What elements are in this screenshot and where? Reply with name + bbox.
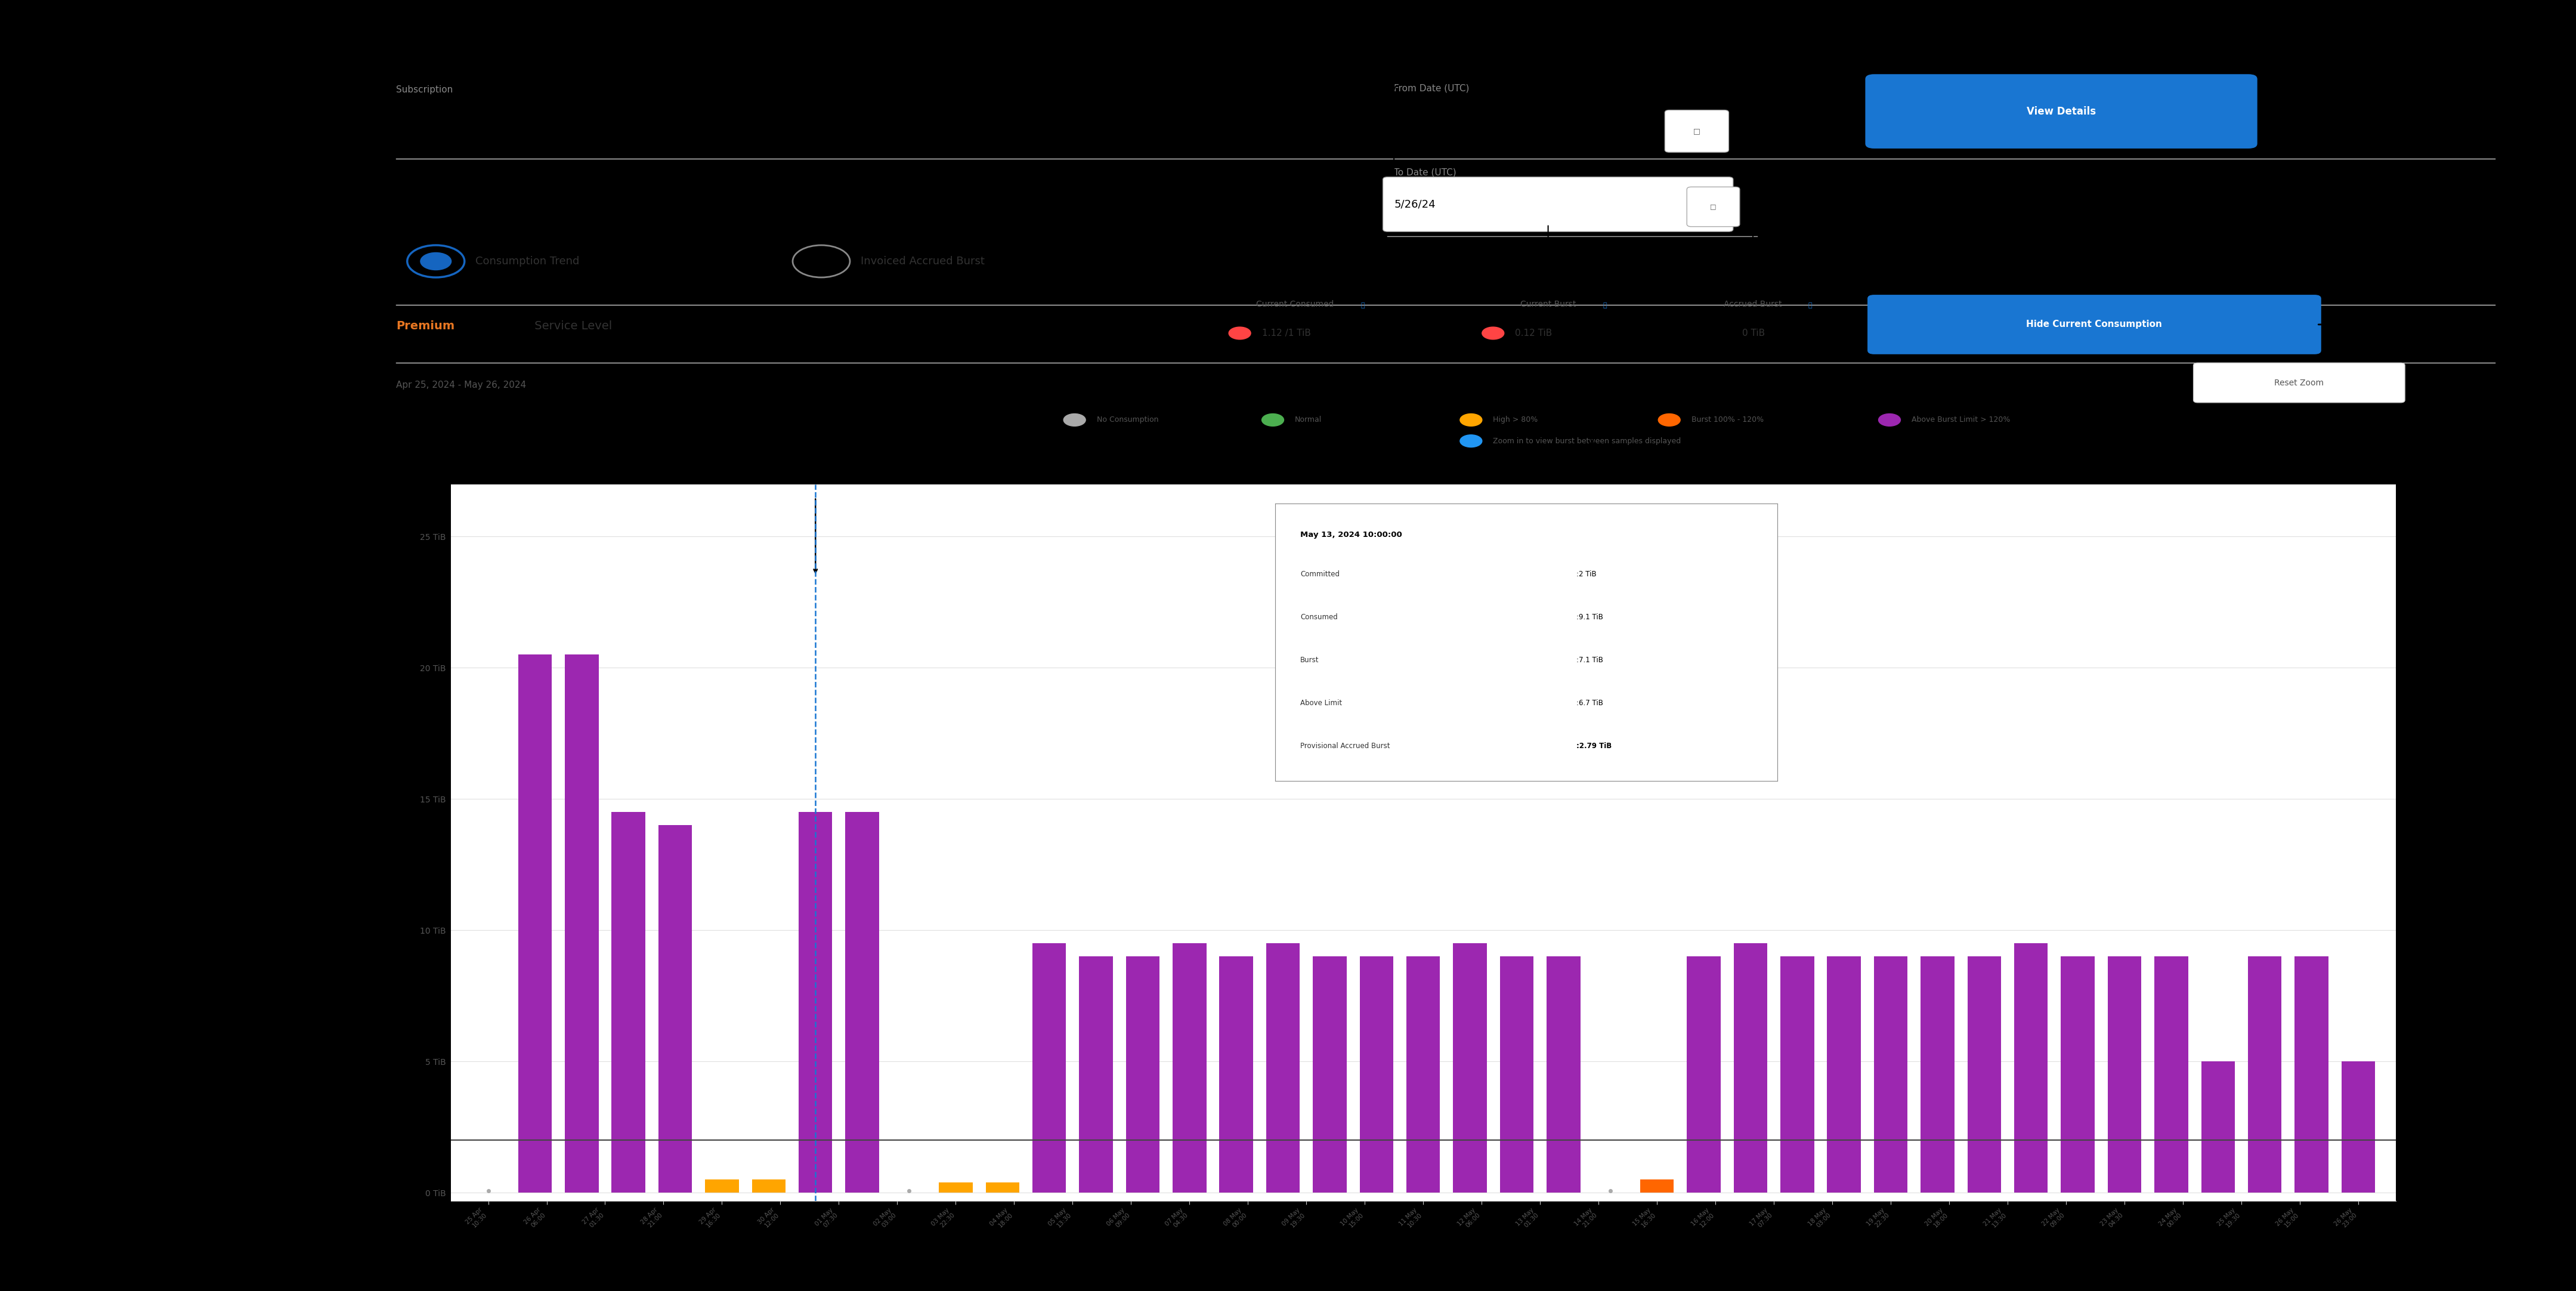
Circle shape (1481, 327, 1504, 340)
Text: ⓘ: ⓘ (1360, 302, 1365, 309)
Text: Premium: Premium (397, 320, 456, 332)
Bar (1826, 957, 1860, 1193)
Text: Reset Zoom: Reset Zoom (2275, 378, 2324, 387)
Bar (1406, 957, 1440, 1193)
FancyBboxPatch shape (2192, 363, 2406, 403)
Bar (1218, 957, 1252, 1193)
Bar (2202, 1061, 2236, 1193)
Text: QA-All-RatePlans-V1-06 (A-S00024534): QA-All-RatePlans-V1-06 (A-S00024534) (417, 128, 672, 139)
Bar (1126, 957, 1159, 1193)
FancyBboxPatch shape (1383, 177, 1734, 231)
Circle shape (1461, 435, 1481, 447)
Bar (1641, 1180, 1674, 1193)
Text: 0.12 TiB: 0.12 TiB (1515, 329, 1553, 338)
Text: Hide Current Consumption: Hide Current Consumption (2027, 320, 2161, 329)
Bar (1687, 957, 1721, 1193)
Text: May 13, 2024 10:00:00: May 13, 2024 10:00:00 (1301, 532, 1401, 540)
Bar (2249, 957, 2282, 1193)
Text: □: □ (1692, 128, 1700, 136)
Text: 4/25/24: 4/25/24 (1394, 128, 1435, 139)
Text: Above Limit: Above Limit (1301, 700, 1342, 707)
Text: Burst: Burst (1301, 656, 1319, 664)
Bar (1873, 957, 1909, 1193)
Bar (1922, 957, 1955, 1193)
Text: Normal: Normal (1296, 416, 1321, 423)
Text: Consumption Trend: Consumption Trend (477, 256, 580, 267)
Text: High > 80%: High > 80% (1494, 416, 1538, 423)
Bar (1314, 957, 1347, 1193)
FancyBboxPatch shape (1687, 187, 1739, 227)
Text: 0 TiB: 0 TiB (1741, 329, 1765, 338)
Bar (2061, 957, 2094, 1193)
Bar (2295, 957, 2329, 1193)
Bar (1360, 957, 1394, 1193)
Bar (1780, 957, 1814, 1193)
Text: Invoiced Accrued Burst: Invoiced Accrued Burst (860, 256, 984, 267)
Text: No Consumption: No Consumption (1097, 416, 1159, 423)
Bar (1734, 944, 1767, 1193)
FancyBboxPatch shape (1865, 74, 2257, 148)
Bar (611, 812, 644, 1193)
Text: ⓘ: ⓘ (1808, 302, 1811, 309)
Bar (2342, 1061, 2375, 1193)
Text: :9.1 TiB: :9.1 TiB (1577, 613, 1602, 621)
Text: To Date (UTC): To Date (UTC) (1394, 168, 1455, 177)
FancyBboxPatch shape (1664, 110, 1728, 152)
Circle shape (1229, 327, 1252, 340)
Bar (1267, 944, 1301, 1193)
Text: Burst 100% - 120%: Burst 100% - 120% (1692, 416, 1765, 423)
Text: Subscription: Subscription (397, 85, 453, 94)
Bar (1079, 957, 1113, 1193)
Text: Above Burst Limit > 120%: Above Burst Limit > 120% (1911, 416, 2009, 423)
Bar (1453, 944, 1486, 1193)
Text: 5/26/24: 5/26/24 (1394, 199, 1435, 209)
Text: Apr 25, 2024 - May 26, 2024: Apr 25, 2024 - May 26, 2024 (397, 381, 526, 390)
Bar (2014, 944, 2048, 1193)
Circle shape (1461, 413, 1481, 426)
Bar (706, 1180, 739, 1193)
Bar (845, 812, 878, 1193)
Bar (2154, 957, 2187, 1193)
Bar (938, 1183, 974, 1193)
Bar (1172, 944, 1206, 1193)
Text: Zoom in to view burst between samples displayed: Zoom in to view burst between samples di… (1494, 438, 1682, 445)
FancyBboxPatch shape (1868, 294, 2321, 354)
Bar (1968, 957, 2002, 1193)
Bar (659, 825, 693, 1193)
Text: Provisional Accrued Burst: Provisional Accrued Burst (1301, 742, 1391, 750)
Text: :6.7 TiB: :6.7 TiB (1577, 700, 1602, 707)
Circle shape (1064, 413, 1084, 426)
Text: :2.79 TiB: :2.79 TiB (1577, 742, 1613, 750)
Text: ⓘ: ⓘ (1602, 302, 1607, 309)
Text: :2 TiB: :2 TiB (1577, 571, 1597, 578)
Bar (987, 1183, 1020, 1193)
Bar (799, 812, 832, 1193)
Text: Current Burst: Current Burst (1520, 300, 1577, 309)
Text: Service Level: Service Level (531, 320, 613, 332)
Bar (1033, 944, 1066, 1193)
Text: Accrued Burst: Accrued Burst (1723, 300, 1783, 309)
Circle shape (420, 253, 451, 270)
Bar (2107, 957, 2141, 1193)
Text: Committed: Committed (1301, 571, 1340, 578)
Text: :7.1 TiB: :7.1 TiB (1577, 656, 1602, 664)
Bar (752, 1180, 786, 1193)
Text: 1.12 /1 TiB: 1.12 /1 TiB (1262, 329, 1311, 338)
Circle shape (1262, 413, 1283, 426)
Bar (518, 655, 551, 1193)
Text: View Details: View Details (2027, 106, 2097, 116)
Text: From Date (UTC): From Date (UTC) (1394, 84, 1468, 93)
Text: □: □ (1710, 204, 1716, 209)
Bar (1499, 957, 1533, 1193)
Circle shape (1878, 413, 1901, 426)
Bar (564, 655, 598, 1193)
Circle shape (1659, 413, 1680, 426)
Text: Current Consumed: Current Consumed (1257, 300, 1334, 309)
Bar (1546, 957, 1579, 1193)
Text: Consumed: Consumed (1301, 613, 1337, 621)
